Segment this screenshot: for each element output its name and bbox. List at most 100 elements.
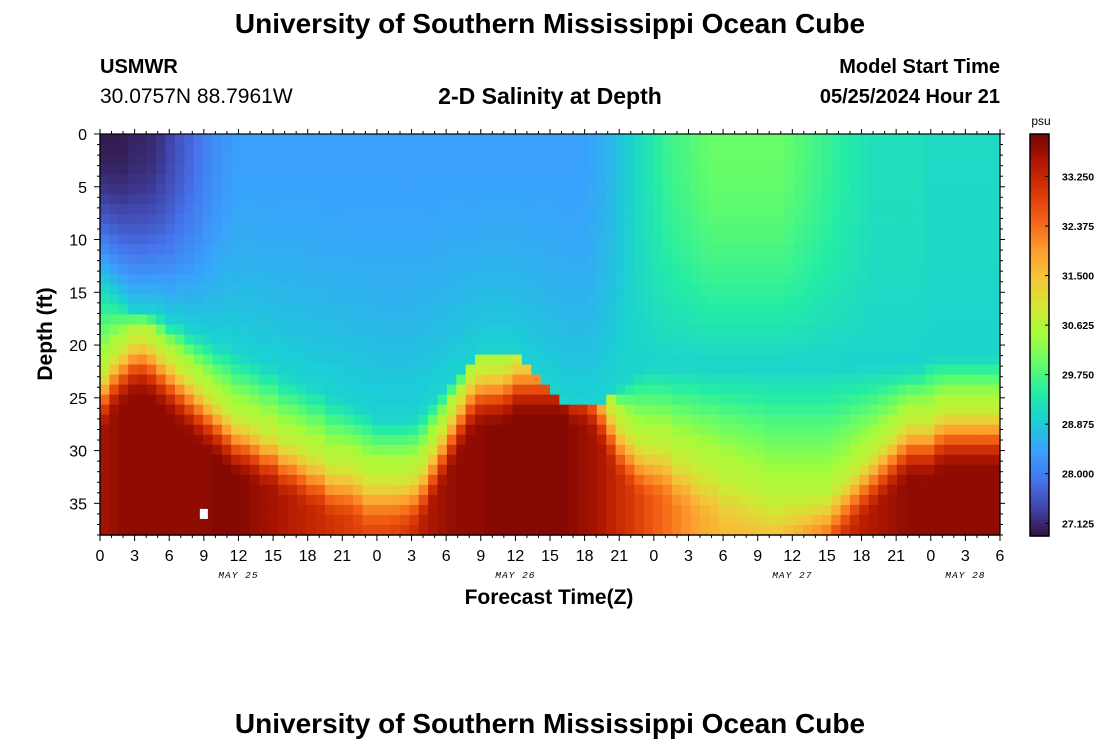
heatmap-cell	[437, 374, 448, 386]
heatmap-cell	[306, 404, 317, 416]
heatmap-cell	[418, 444, 429, 456]
heatmap-cell	[334, 294, 345, 306]
colorbar-segment	[1030, 257, 1049, 262]
heatmap-cell	[156, 304, 167, 316]
heatmap-cell	[850, 444, 860, 456]
heatmap-cell	[925, 514, 935, 526]
heatmap-cell	[118, 364, 129, 376]
heatmap-cell	[821, 234, 832, 245]
heatmap-cell	[315, 414, 326, 426]
heatmap-cell	[953, 354, 964, 366]
heatmap-cell	[925, 174, 935, 185]
heatmap-cell	[812, 154, 823, 165]
heatmap-cell	[971, 284, 982, 296]
heatmap-cell	[906, 364, 917, 376]
heatmap-cell	[690, 134, 701, 145]
heatmap-cell	[353, 384, 364, 396]
heatmap-cell	[953, 444, 964, 456]
heatmap-cell	[418, 504, 429, 516]
heatmap-cell	[821, 484, 832, 496]
heatmap-cell	[540, 194, 551, 205]
heatmap-cell	[203, 234, 214, 245]
heatmap-cell	[943, 414, 954, 426]
heatmap-cell	[868, 504, 879, 516]
heatmap-cell	[212, 514, 223, 526]
heatmap-cell	[925, 244, 935, 255]
heatmap-cell	[315, 394, 326, 406]
heatmap-cell	[456, 244, 467, 255]
heatmap-cell	[540, 404, 551, 416]
heatmap-cell	[962, 344, 973, 356]
heatmap-cell	[128, 244, 139, 255]
heatmap-cell	[221, 494, 232, 506]
heatmap-cell	[231, 294, 242, 306]
heatmap-cell	[521, 144, 532, 155]
heatmap-cell	[962, 214, 973, 225]
heatmap-cell	[615, 214, 626, 225]
heatmap-cell	[559, 244, 570, 255]
heatmap-cell	[615, 494, 626, 506]
heatmap-cell	[878, 314, 889, 326]
heatmap-cell	[231, 404, 242, 416]
heatmap-cell	[287, 354, 298, 366]
heatmap-cell	[812, 444, 823, 456]
heatmap-cell	[981, 274, 992, 285]
heatmap-cell	[400, 204, 410, 215]
heatmap-cell	[287, 444, 298, 456]
heatmap-cell	[456, 224, 467, 235]
heatmap-cell	[325, 174, 335, 185]
heatmap-cell	[690, 354, 701, 366]
heatmap-cell	[521, 244, 532, 255]
heatmap-cell	[981, 374, 992, 386]
heatmap-cell	[915, 234, 926, 245]
heatmap-cell	[231, 394, 242, 406]
heatmap-cell	[521, 524, 532, 536]
heatmap-cell	[990, 164, 1001, 175]
heatmap-cell	[137, 454, 148, 466]
heatmap-cell	[943, 354, 954, 366]
heatmap-cell	[465, 344, 476, 356]
heatmap-cell	[381, 384, 392, 396]
heatmap-cell	[690, 234, 701, 245]
heatmap-cell	[540, 304, 551, 316]
heatmap-cell	[662, 254, 673, 265]
heatmap-cell	[240, 174, 251, 185]
heatmap-cell	[259, 254, 270, 265]
heatmap-cell	[728, 184, 739, 195]
heatmap-cell	[765, 514, 776, 526]
heatmap-cell	[615, 364, 626, 376]
heatmap-cell	[531, 394, 542, 406]
heatmap-cell	[118, 244, 129, 255]
heatmap-cell	[625, 484, 635, 496]
heatmap-cell	[315, 164, 326, 175]
heatmap-cell	[250, 374, 260, 386]
heatmap-cell	[568, 424, 579, 436]
heatmap-cell	[390, 514, 401, 526]
heatmap-cell	[615, 414, 626, 426]
heatmap-cell	[765, 264, 776, 275]
heatmap-cell	[728, 244, 739, 255]
heatmap-cell	[212, 204, 223, 215]
heatmap-cell	[193, 294, 204, 306]
heatmap-cell	[812, 524, 823, 536]
heatmap-cell	[193, 224, 204, 235]
heatmap-cell	[690, 364, 701, 376]
heatmap-cell	[896, 184, 907, 195]
heatmap-cell	[578, 404, 589, 416]
heatmap-cell	[353, 244, 364, 255]
heatmap-cell	[596, 334, 607, 346]
heatmap-cell	[503, 514, 514, 526]
heatmap-cell	[840, 264, 851, 275]
heatmap-cell	[193, 324, 204, 336]
heatmap-cell	[756, 314, 767, 326]
heatmap-cell	[793, 364, 804, 376]
heatmap-cell	[296, 434, 307, 446]
heatmap-cell	[925, 414, 935, 426]
heatmap-cell	[690, 174, 701, 185]
heatmap-cell	[250, 224, 260, 235]
heatmap-cell	[831, 514, 842, 526]
heatmap-cell	[859, 444, 870, 456]
heatmap-cell	[681, 434, 692, 446]
heatmap-cell	[493, 214, 504, 225]
